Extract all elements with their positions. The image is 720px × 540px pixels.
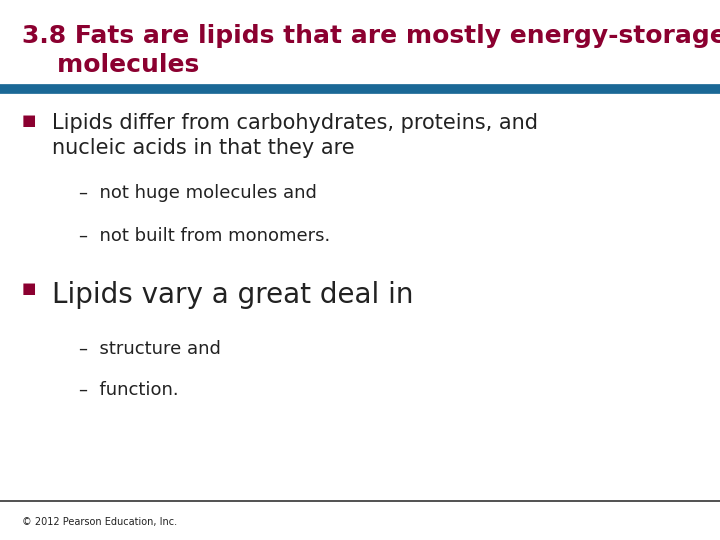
Text: ■: ■ — [22, 113, 36, 129]
Text: –  not built from monomers.: – not built from monomers. — [79, 227, 330, 245]
Text: –  not huge molecules and: – not huge molecules and — [79, 184, 317, 201]
Text: Lipids differ from carbohydrates, proteins, and
nucleic acids in that they are: Lipids differ from carbohydrates, protei… — [52, 113, 538, 158]
Text: Lipids vary a great deal in: Lipids vary a great deal in — [52, 281, 413, 309]
Text: ■: ■ — [22, 281, 36, 296]
Text: © 2012 Pearson Education, Inc.: © 2012 Pearson Education, Inc. — [22, 517, 176, 528]
Text: –  function.: – function. — [79, 381, 179, 399]
Text: 3.8 Fats are lipids that are mostly energy-storage
    molecules: 3.8 Fats are lipids that are mostly ener… — [22, 24, 720, 77]
Text: –  structure and: – structure and — [79, 340, 221, 358]
